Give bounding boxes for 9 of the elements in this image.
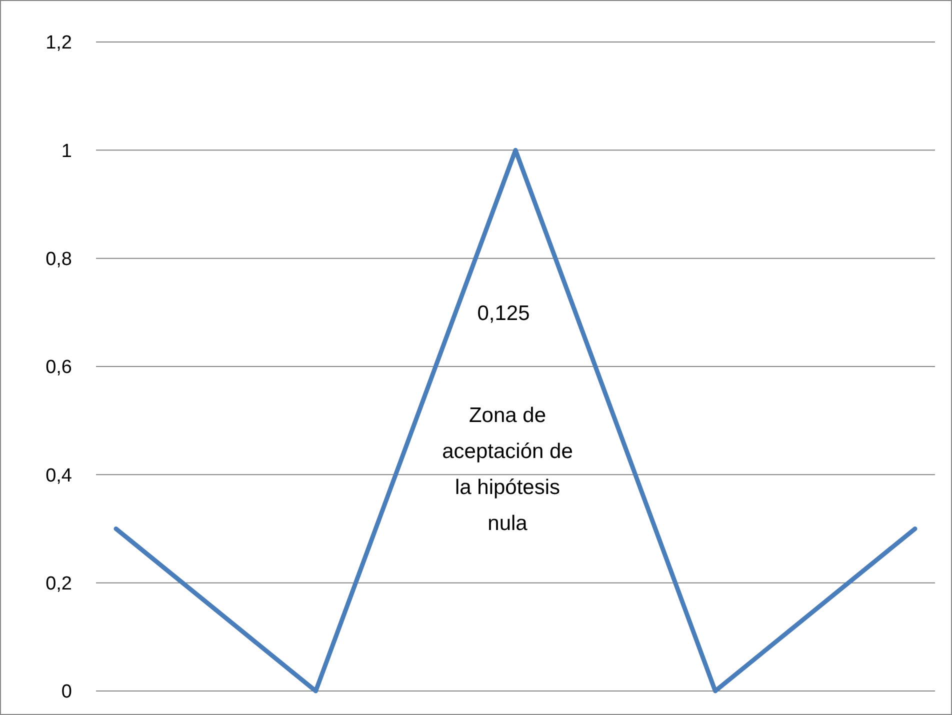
y-tick-label: 0,2 (46, 573, 72, 594)
annotation: Zona de aceptación de la hipótesis nula (442, 404, 573, 535)
y-tick-label: 1 (61, 140, 72, 162)
y-tick-label: 1,2 (46, 32, 72, 54)
y-tick-label: 0,8 (46, 248, 72, 270)
y-tick-label: 0,4 (46, 465, 72, 486)
y-tick-label: 0 (61, 682, 72, 703)
annotation: 0,125 (477, 302, 530, 325)
y-tick-label: 0,6 (46, 357, 72, 378)
